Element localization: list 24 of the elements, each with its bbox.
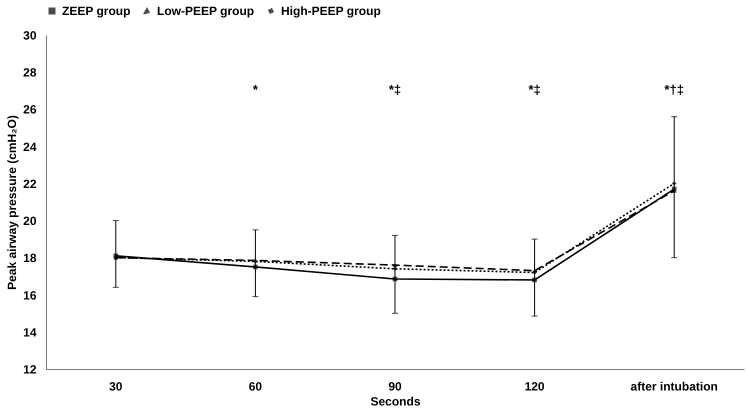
y-tick-label: 26 xyxy=(23,102,37,117)
y-tick-label: 16 xyxy=(23,288,37,302)
y-tick-label: 18 xyxy=(23,251,37,266)
annotation: *†‡ xyxy=(664,82,684,97)
y-tick-label: 20 xyxy=(23,214,37,228)
y-tick-label: 14 xyxy=(23,325,37,340)
x-tick-label: 30 xyxy=(109,380,123,394)
x-tick-label: 90 xyxy=(388,380,402,394)
legend-label: Low-PEEP group xyxy=(157,4,254,18)
legend-label: ZEEP group xyxy=(62,4,130,18)
y-tick-label: 12 xyxy=(23,362,37,376)
annotation: * xyxy=(252,82,259,97)
annotation: *‡ xyxy=(388,82,402,97)
y-tick-label: 28 xyxy=(23,66,37,80)
y-tick-label: 30 xyxy=(23,28,37,42)
legend-label: High-PEEP group xyxy=(281,4,381,18)
y-tick-label: 24 xyxy=(23,140,37,154)
x-tick-label: after intubation xyxy=(630,380,718,394)
y-tick-label: 22 xyxy=(23,176,37,191)
y-axis-title: Peak airway pressure (cmH₂O) xyxy=(5,115,20,290)
x-tick-label: 60 xyxy=(248,380,262,394)
annotation: *‡ xyxy=(528,82,541,97)
x-axis-title: Seconds xyxy=(370,394,421,408)
x-tick-label: 120 xyxy=(524,380,545,394)
